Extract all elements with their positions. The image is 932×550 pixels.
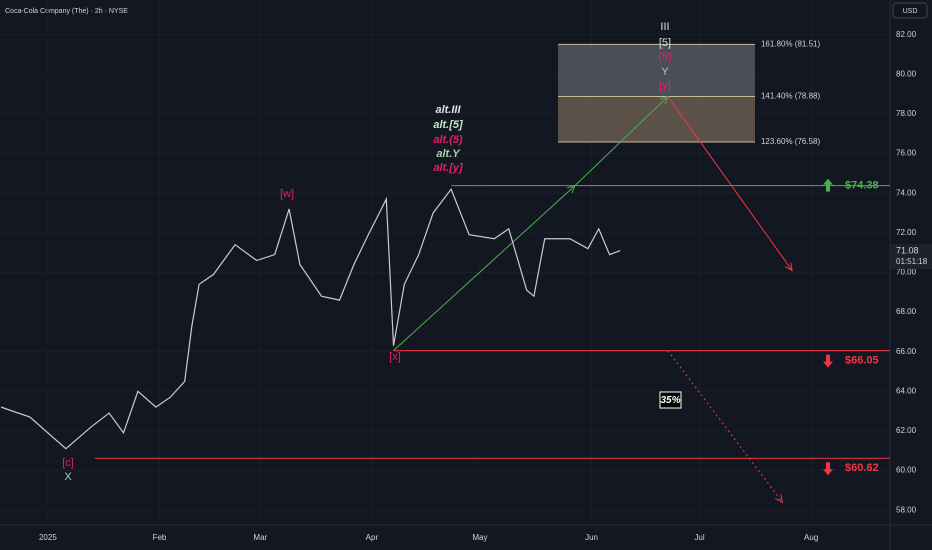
price-tag-label: 71.08 [896,245,919,255]
y-tick-label: 58.00 [896,505,917,514]
wave-label: [c] [62,457,74,469]
y-tick-label: 78.00 [896,109,917,118]
price-line [0,187,621,450]
probability-box [659,391,682,409]
x-tick-label: Apr [366,533,379,542]
y-tick-label: 60.00 [896,466,917,475]
y-tick-label: 72.00 [896,228,917,237]
wave-label: III [660,21,669,33]
currency-box[interactable] [892,2,928,19]
fib-label: 123.60% (76.58) [761,137,820,146]
y-tick-label: 64.00 [896,386,917,395]
y-tick-label: 82.00 [896,30,917,39]
level-icon [823,462,833,476]
x-tick-label: 2025 [39,533,57,542]
fib-zone [558,96,755,143]
fib-zone [558,44,755,97]
currency: USD [903,8,918,15]
arrow-line [667,96,793,271]
probability-label: 35% [660,395,680,406]
y-tick-label: 74.00 [896,188,917,197]
y-tick-label: 66.00 [896,347,917,356]
arrow-head [567,184,576,194]
level-icon [823,178,833,192]
y-tick-label: 70.00 [896,268,917,277]
arrow-head [784,262,793,272]
level-label: $60.62 [845,462,879,474]
wave-label: X [64,471,72,483]
y-tick-label: 80.00 [896,69,917,78]
arrow-line [667,350,783,503]
wave-label: alt.[y] [433,162,463,174]
level-label: $74.38 [845,180,879,192]
level-icon [823,354,833,368]
wave-label: alt.(5) [433,134,463,146]
countdown: 01:51:18 [896,257,928,266]
level-label: $66.05 [845,355,879,367]
wave-label: [x] [389,351,401,363]
y-tick-label: 76.00 [896,149,917,158]
arrow-head [775,494,784,504]
wave-label: (5) [658,51,671,63]
x-tick-label: Aug [804,533,818,542]
wave-label: alt.Y [436,148,461,160]
x-tick-label: Jul [694,533,704,542]
wave-label: [5] [659,37,671,49]
wave-label: [y] [659,80,671,92]
chart-title: Coca-Cola Company (The) · 2h · NYSE [5,8,128,15]
wave-label: alt.III [435,104,461,116]
fib-label: 141.40% (78.88) [761,92,820,101]
x-tick-label: May [472,533,487,542]
wave-label: [w] [280,188,294,200]
y-tick-label: 62.00 [896,426,917,435]
wave-label: Y [661,66,669,78]
fib-label: 161.80% (81.51) [761,39,820,48]
x-tick-label: Mar [253,533,267,542]
wave-label: alt.[5] [433,119,463,131]
x-tick-label: Feb [153,533,167,542]
y-tick-label: 68.00 [896,307,917,316]
price-tag [891,244,932,270]
x-tick-label: Jun [585,533,598,542]
